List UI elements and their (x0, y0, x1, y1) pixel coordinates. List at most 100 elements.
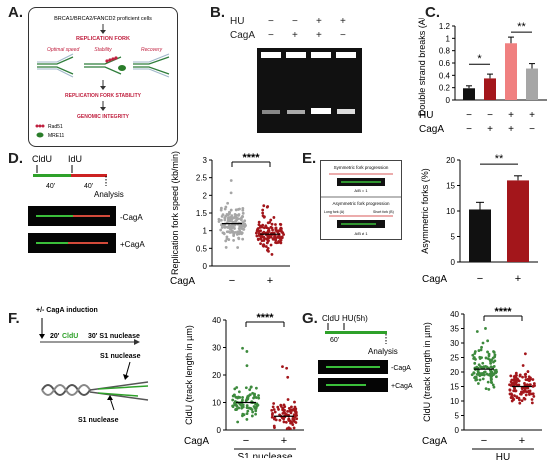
chart-d-point (261, 208, 265, 212)
chart-d-point (237, 232, 241, 236)
chart-d-point (217, 220, 221, 223)
chart-d-point (224, 214, 228, 218)
chart-f-point (283, 405, 287, 409)
chart-e-x-tick-label: + (515, 273, 521, 285)
chart-f-point (241, 412, 245, 416)
chart-g-point (510, 381, 514, 385)
chart-f-point (294, 421, 298, 424)
chart-g-point (526, 386, 530, 390)
panel-f-s1-label1: S1 nuclease (100, 353, 141, 360)
chart-d-y-tick-label: 0 (203, 262, 208, 271)
chart-f-point (278, 418, 282, 422)
chart-g-x-tick-label: − (481, 435, 487, 447)
chart-f-point (271, 405, 275, 409)
chart-g-point (484, 356, 488, 360)
chart-f-sig: **** (256, 312, 274, 324)
chart-c-y-tick-label: 0.4 (439, 71, 451, 80)
chart-g-point (473, 361, 477, 365)
chart-g-point (515, 396, 519, 400)
chart-g-point (486, 380, 490, 384)
chart-d-point (229, 208, 233, 212)
chart-d-point (267, 249, 270, 253)
chart-f-y-tick-label: 10 (212, 399, 221, 408)
chart-g-y-tick-label: 15 (450, 383, 459, 392)
chart-e-y-tick-label: 20 (446, 156, 455, 165)
chart-d-point (236, 208, 240, 211)
chart-g-point (476, 382, 480, 385)
chart-c-y-tick-label: 0.8 (439, 47, 451, 56)
panel-d-schematic: CldU IdU 40' 40' Analysis -CagA +CagA (28, 154, 145, 253)
chart-c-hu-sign: + (508, 110, 514, 121)
chart-d-point (234, 208, 238, 212)
chart-g-caga-label: CagA (422, 436, 447, 447)
chart-e-bar (469, 209, 491, 262)
chart-g-point (523, 373, 527, 376)
chart-f-point (292, 418, 296, 421)
chart-d-point (220, 226, 224, 229)
panel-b-hu-label: HU (230, 16, 245, 27)
chart-d-point (241, 237, 245, 241)
chart-f-point (286, 398, 290, 401)
chart-f-point (245, 350, 249, 353)
chart-f-point (235, 404, 239, 408)
chart-f-point (231, 394, 235, 398)
chart-g-point (508, 383, 511, 387)
chart-d-point (227, 210, 231, 214)
chart-g-point (530, 398, 534, 401)
chart-f-point (245, 398, 249, 401)
chart-c-bar (526, 68, 538, 100)
chart-g-point (493, 353, 497, 357)
chart-d-y-tick-label: 3 (203, 156, 208, 165)
panel-e-asym-title: Asymmetric fork progression (332, 201, 390, 206)
chart-d-point (240, 227, 243, 230)
chart-g-point (523, 352, 527, 356)
chart-f-point (292, 413, 296, 417)
chart-d-point (236, 217, 240, 221)
chart-d-point (241, 211, 245, 215)
chart-g-point (480, 345, 483, 349)
chart-d-point (234, 219, 238, 223)
chart-f-point (287, 418, 291, 422)
chart-g-point (528, 377, 531, 381)
chart-f-point (248, 388, 252, 392)
chart-g: 0 5 10 15 20 25 30 35 40 CldU (track length in µm… (422, 306, 542, 460)
chart-d-caga-label: CagA (170, 276, 195, 287)
chart-f-x-tick-label: + (281, 435, 287, 447)
chart-d-point (240, 232, 243, 236)
chart-f-point (254, 412, 257, 416)
chart-f-point (245, 412, 249, 416)
chart-g-point (492, 360, 495, 364)
chart-f-point (234, 408, 237, 411)
chart-g-point (523, 382, 526, 385)
chart-d-point (259, 229, 263, 233)
chart-f-point (285, 427, 289, 431)
chart-g-point (524, 378, 528, 382)
chart-f-point (284, 420, 288, 424)
chart-f-point (257, 394, 260, 397)
chart-c-y-label: Double strand breaks (AU) (417, 18, 427, 116)
chart-c-hu-label: HU (419, 110, 433, 121)
chart-f-point (272, 408, 276, 411)
chart-e-sig: ** (495, 153, 504, 165)
panel-g-hu: HU(5h) (342, 314, 368, 323)
chart-d-point (236, 230, 239, 234)
chart-d-point (232, 239, 236, 242)
chart-f-point (295, 417, 299, 421)
chart-g-point (528, 383, 532, 387)
chart-g-point (476, 371, 480, 374)
chart-e-y-label: Asymmetric forks (%) (420, 168, 430, 254)
chart-d-y-tick-label: 1.5 (196, 209, 208, 218)
chart-g-point (527, 375, 531, 379)
chart-g-point (514, 371, 518, 375)
chart-g-point (492, 385, 496, 389)
chart-f-point (290, 405, 293, 409)
chart-g-point (531, 378, 535, 381)
chart-g-point (512, 375, 516, 378)
chart-g-point (526, 370, 530, 373)
gel-well-1 (261, 52, 281, 58)
gel-bands (261, 52, 356, 114)
chart-f-group-label: S1 nuclease (237, 452, 292, 458)
chart-g-point (520, 390, 524, 394)
chart-f-point (237, 406, 241, 410)
panel-e-schematic: Symmetric fork progression A/B = 1 Asymm… (320, 160, 402, 240)
